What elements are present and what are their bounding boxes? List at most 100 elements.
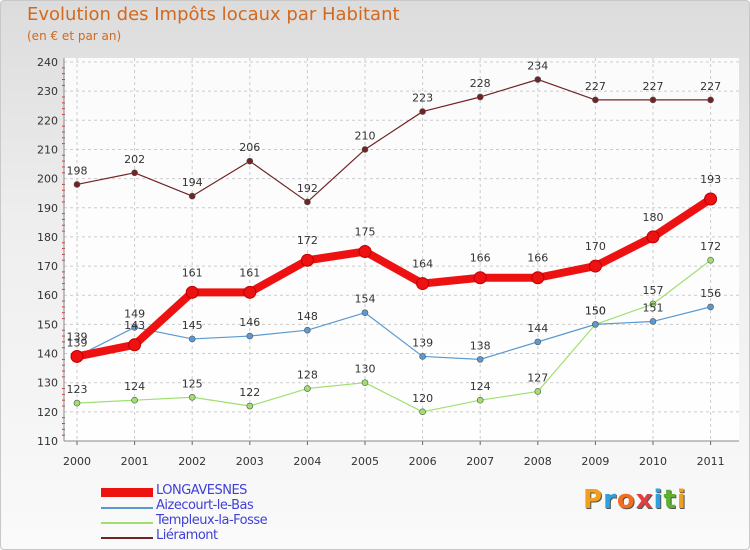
data-point [704,192,718,206]
data-point [188,393,196,401]
data-label: 206 [239,141,260,154]
y-tick-label: 160 [37,289,58,302]
data-label: 124 [124,380,145,393]
data-point [592,96,599,104]
y-tick-label: 180 [37,231,58,244]
data-point [476,93,484,101]
plot-area [64,58,739,441]
data-point [361,309,369,317]
data-label: 138 [470,339,491,352]
x-tick-label: 2005 [351,455,379,468]
data-label: 144 [527,322,548,335]
series-line [76,259,712,413]
data-label: 139 [412,336,433,349]
y-tick-label: 120 [37,406,58,419]
logo-letter: x [635,485,654,515]
series-line [73,195,715,361]
data-label: 166 [527,252,548,265]
chart-subtitle: (en € et par an) [27,29,122,43]
data-label: 143 [124,319,145,332]
data-label: 227 [643,80,664,93]
x-tick-label: 2007 [466,455,494,468]
y-tick-label: 190 [37,202,58,215]
data-point [419,108,426,115]
data-point [70,349,84,363]
data-label: 175 [355,226,376,239]
data-label: 149 [124,307,145,320]
data-point [246,332,254,340]
data-label: 125 [182,377,203,390]
data-point [304,326,311,334]
data-label: 156 [700,287,721,300]
data-label: 151 [643,301,664,314]
data-point [588,259,602,273]
data-label: 120 [412,392,433,405]
x-tick-label: 2006 [409,455,437,468]
data-label: 164 [412,258,433,271]
legend-label: Templeux-la-Fosse [156,513,268,528]
data-point [592,321,599,328]
x-tick-label: 2011 [697,455,725,468]
data-point [188,192,196,200]
y-tick-label: 240 [37,56,58,69]
legend-label: LONGAVESNES [156,483,247,498]
data-point [707,256,714,264]
y-tick-label: 230 [37,85,58,98]
data-point [361,379,369,386]
logo-letter: i [653,485,664,515]
y-tick-label: 150 [37,318,58,331]
data-label: 194 [182,176,203,189]
data-point [188,335,196,343]
data-label: 157 [643,284,664,297]
logo-letter: t [663,485,677,515]
logo-letter: r [603,485,617,515]
data-point [419,353,426,360]
x-tick-label: 2000 [63,455,91,468]
data-point [531,271,545,285]
data-label: 172 [700,240,721,253]
data-point [416,277,430,291]
logo-letter: o [616,485,636,515]
data-label: 145 [182,319,203,332]
data-label: 202 [124,153,145,166]
data-point [707,303,714,311]
data-point [419,408,426,416]
data-point [534,76,542,83]
x-tick-label: 2009 [581,455,609,468]
data-point [707,96,714,104]
proxiti-logo: Proxiti [583,485,687,515]
data-label: 150 [585,304,606,317]
data-point [649,318,657,325]
data-label: 150 [585,304,606,317]
data-point [649,300,657,308]
data-label: 127 [527,371,548,384]
data-point [300,253,314,267]
data-label: 139 [67,336,88,349]
data-point [646,230,660,244]
y-tick-label: 170 [37,260,58,273]
data-point [243,285,257,299]
data-label: 234 [527,59,548,72]
data-label: 122 [239,386,260,399]
data-label: 172 [297,234,318,247]
data-label: 161 [239,266,260,279]
data-label: 227 [700,80,721,93]
data-point [246,402,254,410]
data-point [131,396,138,404]
data-label: 227 [585,80,606,93]
y-tick-label: 220 [37,114,58,127]
data-label: 123 [67,383,88,396]
y-tick-label: 210 [37,143,58,156]
data-point [649,96,657,104]
legend-swatch [101,537,153,539]
y-tick-label: 200 [37,173,58,186]
x-tick-label: 2004 [293,455,321,468]
chart-title: Evolution des Impôts locaux par Habitant [27,4,400,25]
data-point [185,285,199,299]
data-label: 198 [67,164,88,177]
data-point [476,396,484,404]
data-point [534,338,542,346]
data-label: 161 [182,266,203,279]
